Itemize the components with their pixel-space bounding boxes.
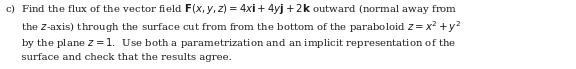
Text: the $z$-axis) through the surface cut from from the bottom of the paraboloid $z : the $z$-axis) through the surface cut fr… — [5, 19, 461, 35]
Text: surface and check that the results agree.: surface and check that the results agree… — [5, 53, 232, 62]
Text: c)  Find the flux of the vector field $\mathbf{F}(x, y, z) = 4x\mathbf{i} + 4y\m: c) Find the flux of the vector field $\m… — [5, 2, 457, 16]
Text: by the plane $z = 1$.  Use both a parametrization and an implicit representation: by the plane $z = 1$. Use both a paramet… — [5, 36, 456, 50]
